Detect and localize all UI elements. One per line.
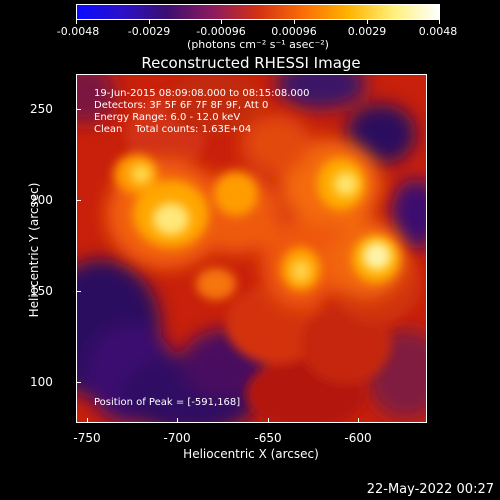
info-line: Detectors: 3F 5F 6F 7F 8F 9F, Att 0 bbox=[94, 100, 269, 111]
x-tick bbox=[358, 418, 359, 423]
y-tick bbox=[76, 291, 81, 292]
colorbar-tick bbox=[221, 19, 222, 24]
y-tick-label: 100 bbox=[30, 375, 53, 389]
colorbar-tick bbox=[294, 19, 295, 24]
x-tick bbox=[268, 418, 269, 423]
footer-timestamp: 22-May-2022 00:27 bbox=[366, 482, 494, 497]
x-tick-label: -600 bbox=[344, 431, 372, 445]
y-tick bbox=[76, 200, 81, 201]
x-tick bbox=[87, 418, 88, 423]
y-tick-label: 150 bbox=[30, 284, 53, 298]
y-tick-label: 250 bbox=[30, 102, 53, 116]
low-intensity-regions bbox=[76, 74, 427, 423]
rhessi-image bbox=[76, 74, 427, 423]
y-tick-label: 200 bbox=[30, 193, 53, 207]
colorbar-tick bbox=[149, 19, 150, 24]
x-tick-label: -700 bbox=[163, 431, 191, 445]
x-tick-label: -650 bbox=[254, 431, 282, 445]
peak-position: Position of Peak = [-591,168] bbox=[94, 397, 241, 408]
peak-highlights bbox=[131, 164, 391, 282]
info-line: Clean Total counts: 1.63E+04 bbox=[94, 124, 252, 135]
colorbar-tick-label: -0.0029 bbox=[127, 25, 171, 38]
colorbar-tick-label: 0.0029 bbox=[347, 25, 387, 38]
colorbar-tick-label: 0.00096 bbox=[271, 25, 317, 38]
colorbar-tick bbox=[367, 19, 368, 24]
colorbar bbox=[76, 4, 440, 20]
y-axis-label: Heliocentric Y (arcsec) bbox=[27, 182, 41, 318]
rhessi-image-svg bbox=[76, 74, 427, 423]
observation-info: 19-Jun-2015 08:09:08.000 to 08:15:08.000… bbox=[94, 88, 310, 136]
info-line: 19-Jun-2015 08:09:08.000 to 08:15:08.000 bbox=[94, 88, 310, 99]
plot-frame bbox=[76, 74, 427, 423]
info-line: Energy Range: 6.0 - 12.0 keV bbox=[94, 112, 241, 123]
colorbar-tick-label: 0.0048 bbox=[418, 25, 458, 38]
y-tick bbox=[76, 109, 81, 110]
colorbar-tick bbox=[76, 19, 77, 24]
y-tick bbox=[76, 382, 81, 383]
colorbar-tick-label: -0.00096 bbox=[196, 25, 246, 38]
image-title: Reconstructed RHESSI Image bbox=[141, 54, 361, 72]
colorbar-tick bbox=[439, 19, 440, 24]
x-axis-label: Heliocentric X (arcsec) bbox=[183, 447, 319, 461]
colorbar-units: (photons cm⁻² s⁻¹ asec⁻²) bbox=[187, 38, 329, 51]
colorbar-tick-label: -0.0048 bbox=[56, 25, 100, 38]
x-tick bbox=[177, 418, 178, 423]
x-tick-label: -750 bbox=[73, 431, 101, 445]
